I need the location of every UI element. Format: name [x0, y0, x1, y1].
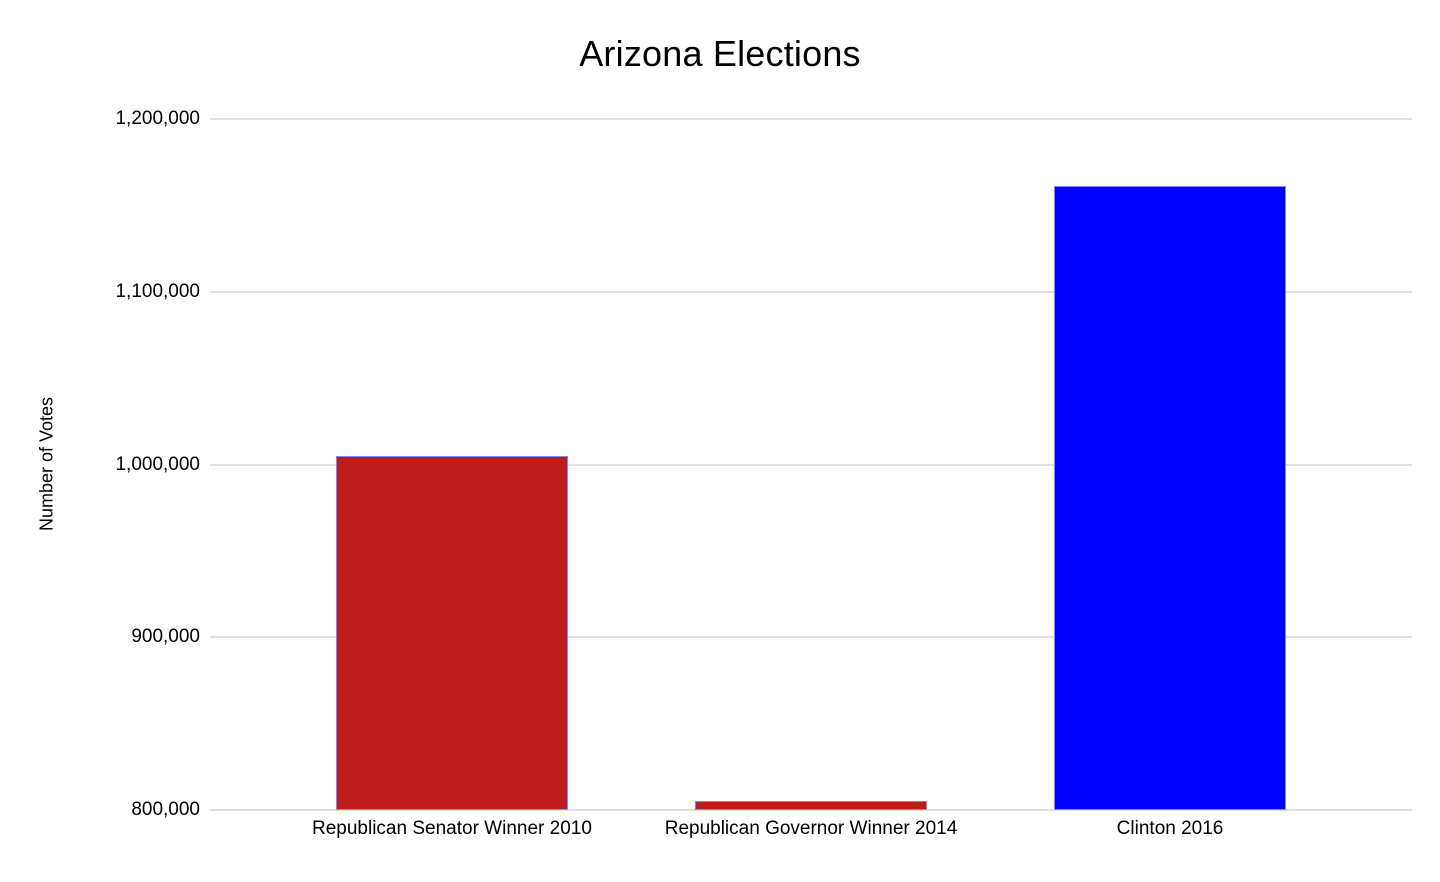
plot-area	[210, 118, 1412, 811]
y-tick-label: 900,000	[131, 626, 200, 648]
bar-clinton-2016[interactable]	[1054, 186, 1287, 810]
x-axis-label: Clinton 2016	[1116, 818, 1224, 839]
x-axis-label: Republican Governor Winner 2014	[664, 818, 958, 839]
bar-republican-governor-winner-2014[interactable]	[695, 801, 927, 810]
y-tick-label: 800,000	[131, 799, 200, 820]
gridline	[210, 290, 1412, 293]
y-tick-label: 1,200,000	[115, 108, 200, 129]
bar-republican-senator-winner-2010[interactable]	[335, 455, 568, 810]
gridline	[210, 809, 1412, 811]
gridline	[210, 118, 1412, 120]
x-axis-labels: Republican Senator Winner 2010 Republican…	[210, 818, 1412, 844]
gridline	[210, 636, 1412, 639]
y-tick-label: 1,100,000	[115, 280, 200, 302]
y-tick-label: 1,000,000	[115, 453, 200, 475]
y-axis-tick-labels: 800,000 900,000 1,000,000 1,100,000 1,200,00…	[0, 108, 200, 820]
x-axis-label: Republican Senator Winner 2010	[312, 818, 592, 839]
chart-title: Arizona Elections	[579, 33, 861, 74]
gridline	[210, 463, 1412, 466]
